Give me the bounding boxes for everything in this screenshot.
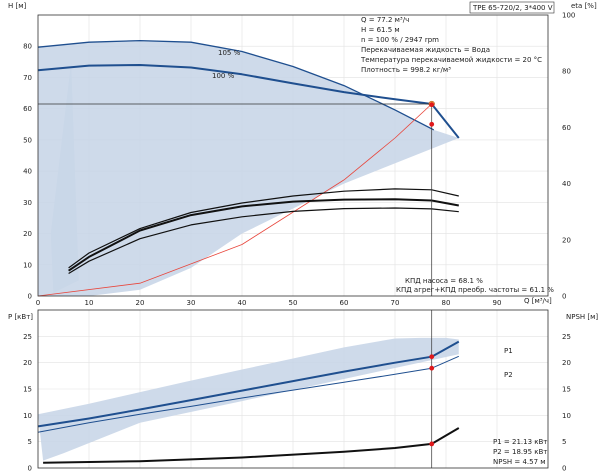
series-eta_total [68, 207, 459, 275]
y-left-tick-label: 25 [23, 333, 32, 341]
model-label-box [469, 1, 555, 14]
info-density: Плотность = 998.2 кг/м³ [361, 66, 451, 74]
y-left-tick-label: 60 [23, 105, 32, 113]
curve-label-p2: P2 [504, 371, 513, 379]
info-h: H = 61.5 м [361, 26, 400, 34]
y-right-tick-label: 100 [562, 12, 575, 20]
y-right-tick-label: 20 [562, 236, 571, 244]
power-chart: 0 5 10 15 20 25 0 5 10 15 20 25 P [кВт] NPSH [м] P1… [8, 309, 598, 473]
curve-label-105: 105 % [218, 49, 241, 57]
head-chart: 0 10 20 30 40 50 60 70 80 90 0 10 20 30 40 50 60 70 80 0 20 4… [8, 1, 597, 308]
info-q: Q = 77.2 м³/ч [361, 16, 409, 24]
series-eta_pump [68, 188, 459, 269]
x-tick-label: 30 [187, 299, 196, 307]
y-right-tick-label: 5 [562, 438, 566, 446]
y-left-tick-label: 0 [28, 465, 32, 473]
x-axis-label-q: Q [м³/ч] [524, 297, 552, 305]
y-left-tick-label: 20 [23, 359, 32, 367]
y-right-tick-label: 80 [562, 68, 571, 76]
y-axis-label-p: P [кВт] [8, 313, 33, 321]
curve-label-100: 100 % [212, 72, 235, 80]
power-chart-markers [429, 354, 435, 447]
y-left-tick-label: 10 [23, 412, 32, 420]
series-h105 [37, 39, 435, 131]
y-axis-label-h: H [м] [8, 2, 27, 10]
value-marker [429, 441, 435, 447]
y-right-tick-label: 20 [562, 359, 571, 367]
curve-label-p1: P1 [504, 347, 513, 355]
y-axis-label-eta: eta [%] [571, 2, 597, 10]
power-chart-ticks: 0 5 10 15 20 25 0 5 10 15 20 25 [23, 333, 571, 473]
p2-value: P2 = 18.95 кВт [493, 448, 547, 456]
y-left-tick-label: 80 [23, 43, 32, 51]
x-tick-label: 20 [136, 299, 145, 307]
power-operating-band [38, 337, 459, 461]
y-left-tick-label: 0 [28, 293, 32, 301]
y-right-tick-label: 0 [562, 465, 566, 473]
head-operating-band [38, 40, 459, 297]
y-left-tick-label: 20 [23, 230, 32, 238]
info-liquid: Перекачиваемая жидкость = Вода [361, 46, 490, 54]
series-p1 [37, 340, 460, 428]
y-axis-label-npsh: NPSH [м] [566, 313, 598, 321]
value-marker [429, 102, 435, 108]
y-left-tick-label: 30 [23, 199, 32, 207]
series-eta_pump2 [68, 198, 459, 272]
x-tick-label: 80 [442, 299, 451, 307]
x-tick-label: 10 [85, 299, 94, 307]
series-h100 [37, 64, 460, 139]
head-chart-frame [37, 14, 549, 297]
value-marker [429, 365, 435, 371]
y-right-tick-label: 0 [562, 293, 566, 301]
head-chart-ticks: 0 10 20 30 40 50 60 70 80 90 0 10 20 30 40 50 60 70 80 0 20 4… [23, 12, 575, 308]
info-n: n = 100 % / 2947 rpm [361, 36, 439, 44]
y-left-tick-label: 70 [23, 74, 32, 82]
power-chart-frame [37, 309, 549, 469]
npsh-value: NPSH = 4.57 м [493, 458, 546, 466]
pump-efficiency-label: КПД насоса = 68.1 % [405, 277, 483, 285]
y-left-tick-label: 15 [23, 386, 32, 394]
x-tick-label: 70 [391, 299, 400, 307]
x-tick-label: 50 [289, 299, 298, 307]
value-marker [429, 354, 435, 360]
head-chart-markers [428, 100, 435, 127]
y-right-tick-label: 40 [562, 180, 571, 188]
x-tick-label: 40 [238, 299, 247, 307]
model-label: TPE 65-720/2, 3*400 V [472, 4, 553, 12]
total-efficiency-label: КПД агрег+КПД преобр. частоты = 61.1 % [396, 286, 554, 294]
series-system [37, 103, 432, 297]
y-left-tick-label: 50 [23, 136, 32, 144]
x-tick-label: 60 [340, 299, 349, 307]
y-right-tick-label: 25 [562, 333, 571, 341]
y-left-tick-label: 5 [28, 438, 32, 446]
p1-value: P1 = 21.13 кВт [493, 438, 547, 446]
x-tick-label: 0 [36, 299, 40, 307]
series-p2 [37, 355, 460, 433]
y-right-tick-label: 15 [562, 386, 571, 394]
value-marker [429, 121, 435, 127]
y-right-tick-label: 10 [562, 412, 571, 420]
y-left-tick-label: 40 [23, 168, 32, 176]
info-temperature: Температура перекачиваемой жидкости = 20… [360, 56, 542, 64]
y-right-tick-label: 60 [562, 124, 571, 132]
x-tick-label: 90 [493, 299, 502, 307]
y-left-tick-label: 10 [23, 261, 32, 269]
head-chart-series [37, 39, 460, 297]
